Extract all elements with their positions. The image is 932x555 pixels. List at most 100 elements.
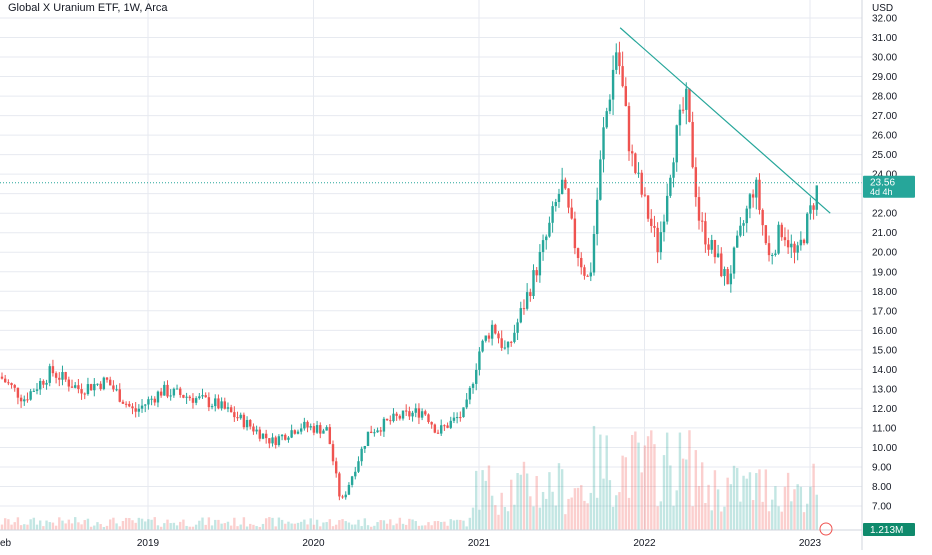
candle-body: [32, 390, 36, 392]
volume-bar: [319, 526, 322, 530]
volume-bar: [261, 523, 265, 530]
candle-body: [646, 195, 650, 219]
candle-body: [777, 224, 780, 254]
trendline[interactable]: [619, 27, 831, 214]
volume-bar: [786, 472, 790, 530]
candle-body: [392, 413, 395, 422]
volume-bar: [140, 518, 144, 530]
volume-bar: [688, 430, 691, 530]
candle-body: [436, 432, 440, 434]
volume-bar: [576, 487, 580, 530]
candle-body: [290, 430, 293, 438]
volume-bar: [32, 517, 36, 530]
volume-bar: [105, 525, 109, 530]
y-tick-label: 32.00: [872, 14, 897, 25]
candle-body: [179, 388, 182, 395]
candles[interactable]: [0, 41, 818, 501]
x-tick-label: 2022: [633, 538, 656, 549]
volume-bar: [354, 524, 357, 530]
y-tick-label: 16.00: [872, 326, 897, 337]
candle-body: [201, 395, 204, 397]
volume-bar: [204, 524, 207, 530]
candle-body: [605, 111, 608, 128]
candle-body: [459, 417, 462, 419]
candle-body: [322, 430, 325, 434]
candle-body: [16, 387, 20, 398]
volume-bar: [510, 479, 513, 530]
candle-body: [713, 239, 717, 258]
volume-bar: [713, 470, 717, 530]
volume-bar: [128, 518, 131, 530]
candle-body: [583, 267, 586, 276]
volume-bar: [249, 523, 252, 530]
volume-bar: [347, 522, 351, 530]
candle-body: [77, 385, 80, 390]
candle-body: [112, 385, 115, 390]
volume-bar: [497, 514, 500, 530]
candle-body: [500, 338, 503, 348]
candle-body: [315, 425, 319, 433]
candle-body: [331, 444, 335, 462]
candle-body: [264, 433, 268, 439]
volume-bar: [13, 522, 16, 530]
volume-bar: [258, 526, 261, 530]
volume-bar: [707, 484, 710, 530]
volume-bar: [96, 522, 99, 530]
volume-bar: [720, 511, 723, 530]
candle-body: [357, 461, 360, 472]
candle-body: [319, 425, 322, 434]
volume-bar: [369, 526, 373, 530]
candle-body: [751, 194, 755, 198]
candle-body: [471, 383, 475, 388]
volume-bar: [704, 503, 707, 530]
candle-body: [13, 385, 16, 388]
volume-bar: [681, 458, 685, 530]
candle-body: [681, 109, 685, 111]
y-axis: 32.00 31.00 30.00 29.00 28.00 27.00 26.00 25.00…: [861, 0, 897, 550]
volume-bar: [551, 491, 554, 530]
candle-body: [634, 153, 637, 173]
candle-body: [535, 270, 538, 276]
candle-body: [405, 410, 408, 412]
volume-bar: [315, 519, 319, 530]
candle-body: [732, 247, 736, 274]
y-tick-label: 24.00: [872, 170, 897, 181]
volume-bar: [169, 523, 172, 530]
candle-body: [35, 389, 39, 391]
volume-bar: [806, 503, 809, 530]
x-tick-label: 2021: [468, 538, 491, 549]
volume-bar: [233, 517, 236, 530]
candle-body: [239, 414, 242, 419]
candle-body: [560, 179, 564, 195]
volume-bar: [201, 517, 204, 530]
volume-bar: [61, 520, 64, 530]
volume-bar: [427, 522, 430, 530]
volume-bar: [67, 519, 71, 530]
candle-body: [802, 239, 806, 244]
volume-bar: [465, 526, 468, 530]
candle-body: [452, 417, 456, 421]
volume-bar: [239, 524, 242, 530]
volume-bar: [541, 491, 545, 530]
candle-body: [449, 420, 452, 428]
candle-body: [783, 237, 787, 241]
candle-body: [360, 448, 363, 462]
volume-bar: [790, 501, 793, 530]
volume-bar: [503, 506, 507, 530]
volume-bar: [38, 520, 42, 530]
candle-body: [214, 398, 217, 407]
volume-bar: [392, 525, 395, 530]
volume-bar: [627, 497, 631, 530]
volume-bar: [691, 506, 694, 530]
volume-bar: [573, 488, 577, 530]
candle-body: [659, 232, 663, 253]
volume-bar: [293, 523, 297, 530]
candle-body: [694, 167, 698, 198]
candle-body: [640, 172, 643, 195]
volume-bar: [16, 517, 20, 530]
volume-bar: [758, 469, 761, 530]
volume-bar: [48, 522, 51, 530]
volume-bar: [411, 519, 414, 530]
